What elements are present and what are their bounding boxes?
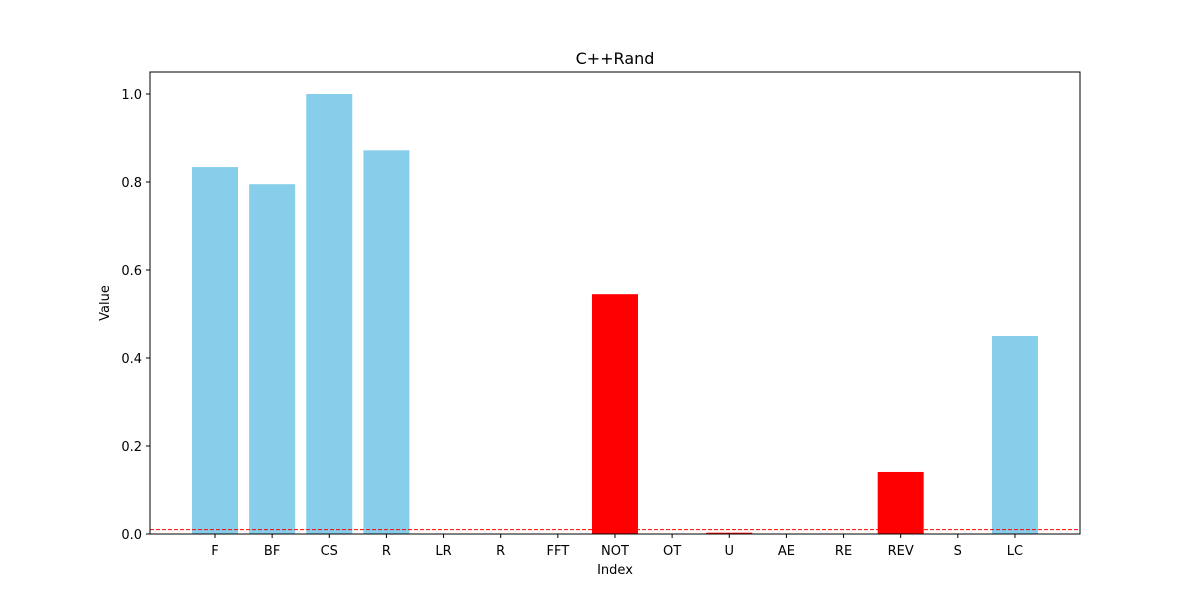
x-tick-label-10: AE [778,544,795,559]
x-tick-label-13: S [954,544,962,559]
x-tick-label-7: NOT [601,544,629,559]
bar-2 [306,94,353,534]
y-tick-label-3: 0.6 [121,264,142,279]
bar-3 [363,150,410,534]
bar-7 [591,294,638,534]
bar-12 [877,471,924,534]
chart-title: C++Rand [576,49,655,68]
x-tick-label-0: F [211,544,218,559]
y-tick-label-5: 1.0 [121,88,142,103]
x-tick-label-1: BF [264,544,280,559]
y-tick-label-1: 0.2 [121,440,142,455]
x-tick-label-2: CS [321,544,338,559]
x-tick-label-9: U [725,544,735,559]
x-tick-label-4: LR [435,544,451,559]
bar-9 [706,532,753,534]
x-tick-label-6: FFT [547,544,570,559]
y-tick-label-4: 0.8 [121,176,142,191]
x-axis-ticks: F BF CS R LR R FFT NOT OT U AE RE REV S LC [211,534,1023,559]
x-tick-label-12: REV [888,544,914,559]
y-tick-label-2: 0.4 [121,352,142,367]
x-axis-label: Index [597,563,633,578]
y-axis-label: Value [98,285,113,321]
x-tick-label-14: LC [1007,544,1023,559]
bars-group [192,94,1038,535]
y-tick-label-0: 0.0 [121,528,142,543]
x-tick-label-5: R [496,544,505,559]
x-tick-label-3: R [382,544,391,559]
bar-0 [192,167,238,535]
y-axis-ticks: 0.0 0.2 0.4 0.6 0.8 1.0 [121,88,150,543]
x-tick-label-8: OT [663,544,681,559]
x-tick-label-11: RE [835,544,852,559]
bar-1 [249,184,296,534]
bar-14 [991,336,1038,534]
